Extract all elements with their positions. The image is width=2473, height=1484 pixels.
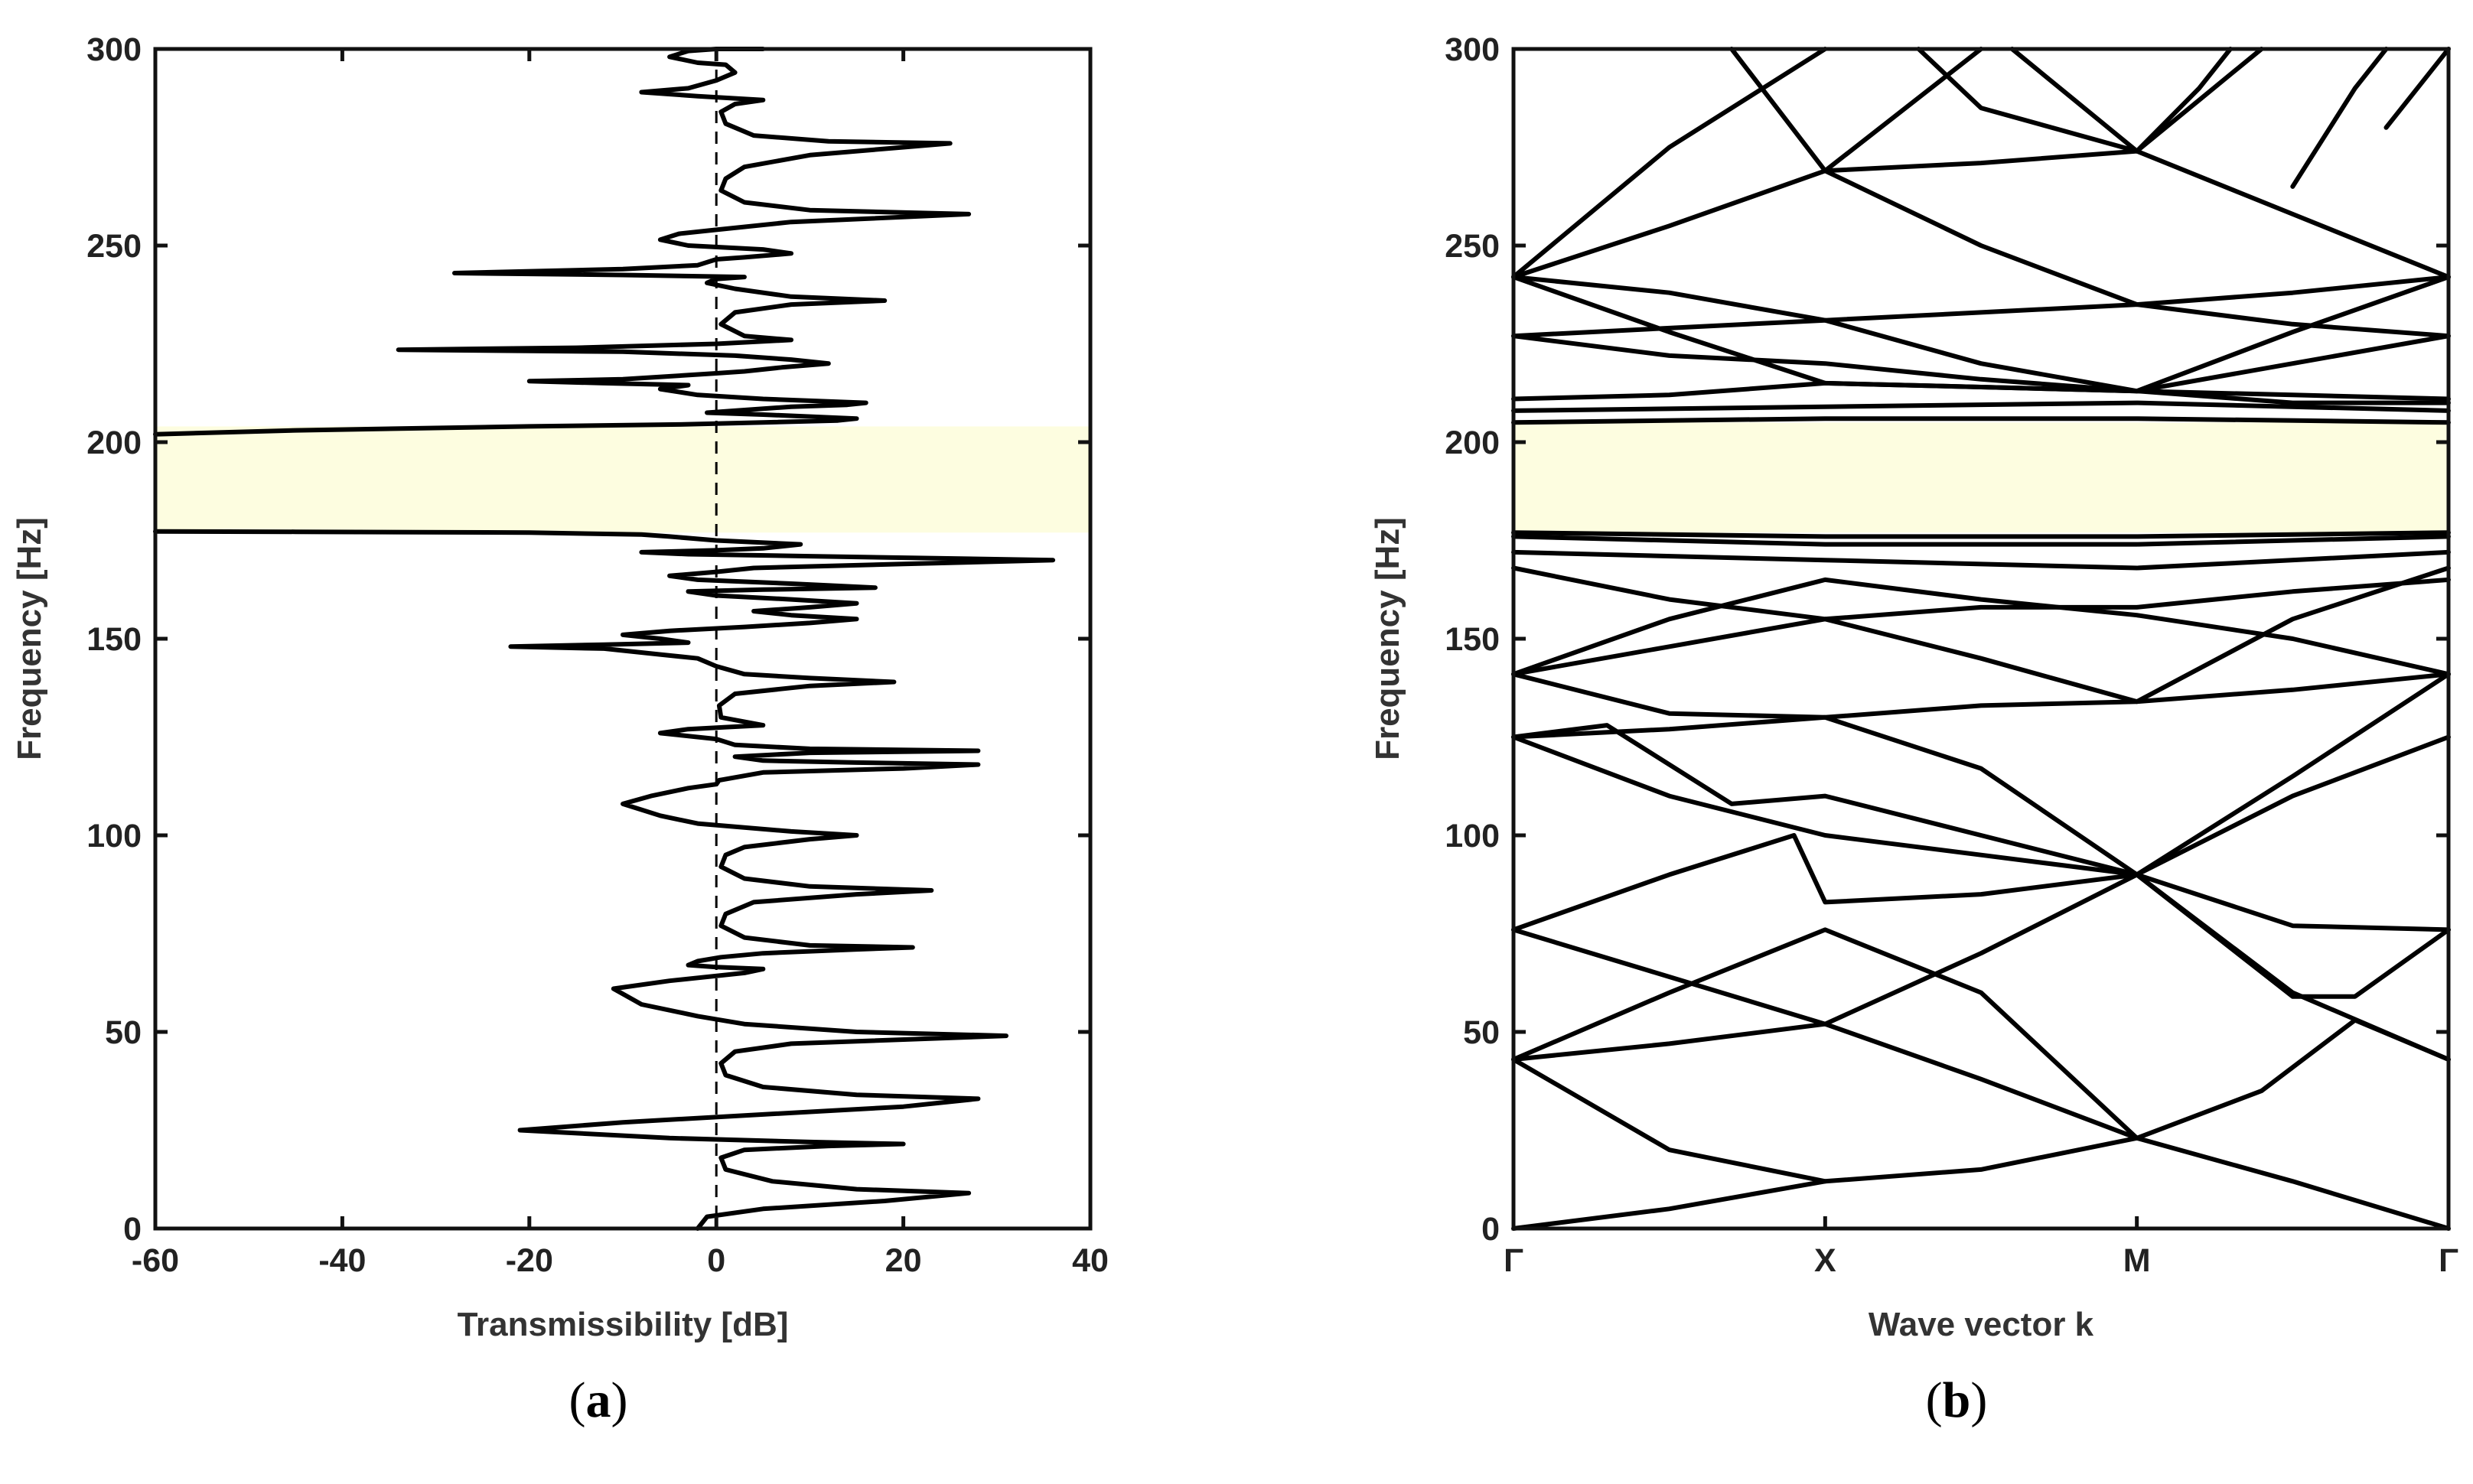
series-band-13 [1511, 565, 2451, 622]
y-tick-label: 150 [1445, 621, 1500, 658]
y-tick-label: 0 [1481, 1211, 1500, 1248]
y-tick-label: 200 [1445, 425, 1500, 461]
panel-label: (b) [1926, 1372, 1988, 1428]
series-transmissibility-upper [153, 47, 972, 437]
series-band-18 [1511, 400, 2451, 413]
series-band-21 [1511, 275, 2451, 339]
series-band-29 [1916, 47, 2139, 154]
series-band-8 [1511, 723, 2451, 1062]
series-band-32 [2009, 47, 2139, 154]
panel-a-transmissibility: 0 50 100 150 200 250 300 -60 -40 -20 0 20 40 Transmi… [11, 31, 1109, 1428]
y-tick-label: 250 [86, 228, 142, 265]
series-band-25 [1511, 275, 2451, 394]
x-axis-label: Wave vector k [1869, 1306, 2094, 1343]
series-transmissibility [153, 529, 1056, 1231]
y-tick-label: 0 [123, 1211, 142, 1248]
y-tick-label: 300 [86, 31, 142, 68]
series-band-6 [1511, 833, 2451, 932]
x-tick-label: -40 [318, 1242, 366, 1279]
series-band-17 [1511, 416, 2451, 425]
series-band-9 [1511, 672, 2451, 877]
y-axis-label: Frequency [Hz] [11, 517, 48, 760]
series-band-2 [1511, 1057, 1828, 1184]
series-band-34 [2290, 47, 2389, 189]
y-tick-label: 300 [1445, 31, 1500, 68]
panel-b-band-structure: 0 50 100 150 200 250 300 Γ X M Γ Wave vector k Fre… [1369, 31, 2458, 1428]
tick-group: 0 50 100 150 200 250 300 Γ X M Γ [1445, 31, 2458, 1279]
x-tick-label: Γ [1504, 1242, 1523, 1279]
series-band-28 [1729, 47, 1828, 174]
series-band-4 [1511, 927, 2139, 1141]
panel-label-letter: b [1943, 1372, 1971, 1428]
x-tick-label: -60 [132, 1242, 179, 1279]
y-tick-label: 150 [86, 621, 142, 658]
series-band-23 [1511, 168, 2451, 339]
x-tick-label: 40 [1072, 1242, 1109, 1279]
panel-label-letter: a [586, 1372, 611, 1428]
tick-group: 0 50 100 150 200 250 300 -60 -40 -20 0 20 40 [86, 31, 1109, 1279]
x-tick-label: 20 [885, 1242, 922, 1279]
x-tick-label: X [1814, 1242, 1836, 1279]
series-band-22 [1511, 275, 2451, 405]
curve-group [153, 47, 1056, 1231]
plot-frame [1511, 47, 2451, 1231]
y-tick-label: 50 [1463, 1014, 1500, 1051]
y-axis-label: Frequency [Hz] [1369, 517, 1406, 760]
series-band-16 [1511, 530, 2451, 539]
plot-frame [153, 47, 1093, 1231]
y-tick-label: 200 [86, 425, 142, 461]
series-band-14 [1511, 549, 2451, 571]
series-band-10 [1511, 672, 2451, 720]
series-band-11 [1511, 565, 2451, 705]
panel-label: (a) [569, 1372, 628, 1428]
y-tick-label: 50 [105, 1014, 142, 1051]
series-band-27 [1823, 47, 1983, 174]
x-tick-label: -20 [506, 1242, 553, 1279]
series-band-15 [1511, 534, 2451, 547]
series-band-24 [1511, 47, 1828, 280]
series-band-12 [1511, 577, 2451, 677]
series-band-3 [1511, 1017, 2451, 1141]
band-gap-highlight [155, 426, 1090, 533]
series-band-7 [1511, 734, 2451, 877]
series-band-5 [1511, 872, 2451, 1027]
series-band-30 [2134, 47, 2233, 154]
series-band-31 [2134, 47, 2264, 154]
series-band-33 [2383, 47, 2451, 130]
y-tick-label: 100 [1445, 818, 1500, 854]
x-tick-label: M [2123, 1242, 2151, 1279]
band-gap-highlight [1513, 422, 2449, 533]
y-tick-label: 250 [1445, 228, 1500, 265]
x-tick-label: 0 [707, 1242, 725, 1279]
y-tick-label: 100 [86, 818, 142, 854]
curve-group [1511, 47, 2451, 1231]
x-tick-label: Γ [2439, 1242, 2458, 1279]
series-band-1 [1511, 1135, 2451, 1231]
x-axis-label: Transmissibility [dB] [458, 1306, 789, 1343]
series-band-20 [1511, 334, 2451, 394]
